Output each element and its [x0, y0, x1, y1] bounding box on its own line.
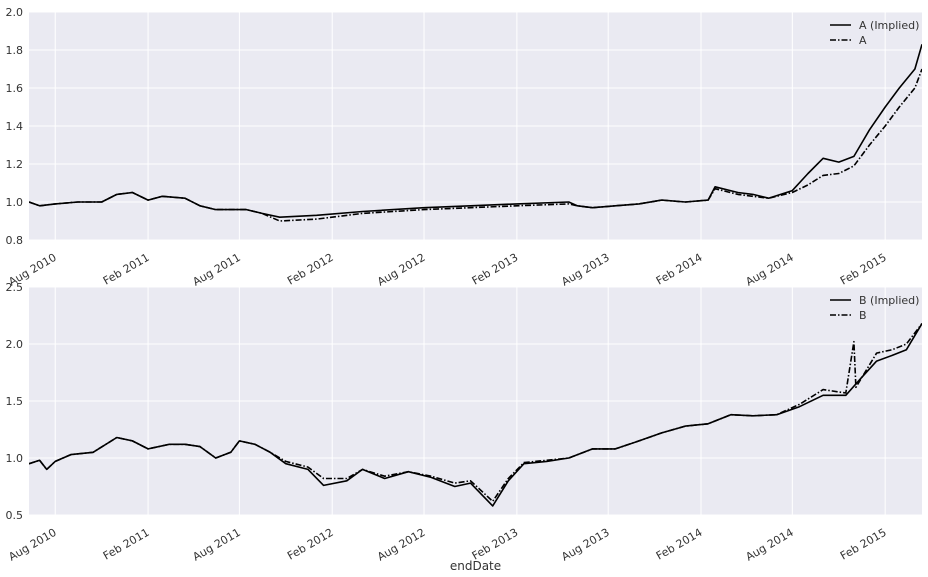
y-tick-label: 2.0: [6, 338, 24, 351]
x-tick-label: Aug 2012: [375, 526, 427, 564]
x-tick-label: Feb 2014: [654, 526, 705, 563]
y-tick-label: 1.8: [6, 44, 24, 57]
x-axis-title: endDate: [450, 559, 501, 573]
y-tick-label: 1.0: [6, 452, 24, 465]
x-tick-label: Aug 2014: [743, 251, 795, 289]
y-tick-label: 1.5: [6, 395, 24, 408]
x-tick-label: Aug 2011: [190, 251, 242, 289]
y-tick-label: 0.5: [6, 509, 24, 522]
y-tick-label: 1.4: [6, 120, 24, 133]
y-tick-label: 2.0: [6, 6, 24, 19]
series-line: [29, 323, 922, 503]
legend-label: A (Implied): [859, 19, 919, 32]
y-tick-label: 0.8: [6, 234, 24, 247]
x-tick-label: Aug 2014: [743, 526, 795, 564]
x-tick-label: Aug 2011: [190, 526, 242, 564]
x-tick-label: Feb 2014: [654, 251, 705, 288]
legend-label: B (Implied): [859, 294, 919, 307]
bottom-chart-panel: 0.5 1.0 1.5 2.0 2.5 Aug 2010 Feb 2011 Aug 2011 F…: [6, 281, 922, 573]
y-tick-label: 1.2: [6, 158, 24, 171]
x-tick-label: Feb 2015: [838, 251, 889, 288]
series-line: [29, 68, 922, 222]
x-tick-label: Feb 2011: [101, 526, 152, 563]
x-tick-label: Aug 2010: [6, 526, 58, 564]
x-tick-label: Feb 2011: [101, 251, 152, 288]
x-tick-label: Feb 2012: [285, 526, 336, 563]
x-tick-label: Feb 2015: [838, 526, 889, 563]
x-tick-label: Feb 2013: [470, 251, 521, 288]
y-tick-label: 1.6: [6, 82, 24, 95]
y-tick-label: 1.0: [6, 196, 24, 209]
x-tick-label: Feb 2013: [470, 526, 521, 563]
y-tick-label: 2.5: [6, 281, 24, 294]
x-tick-label: Aug 2013: [559, 526, 611, 564]
legend-label: B: [859, 309, 867, 322]
legend-label: A: [859, 34, 867, 47]
x-tick-label: Aug 2012: [375, 251, 427, 289]
x-tick-label: Aug 2013: [559, 251, 611, 289]
x-tick-label: Feb 2012: [285, 251, 336, 288]
